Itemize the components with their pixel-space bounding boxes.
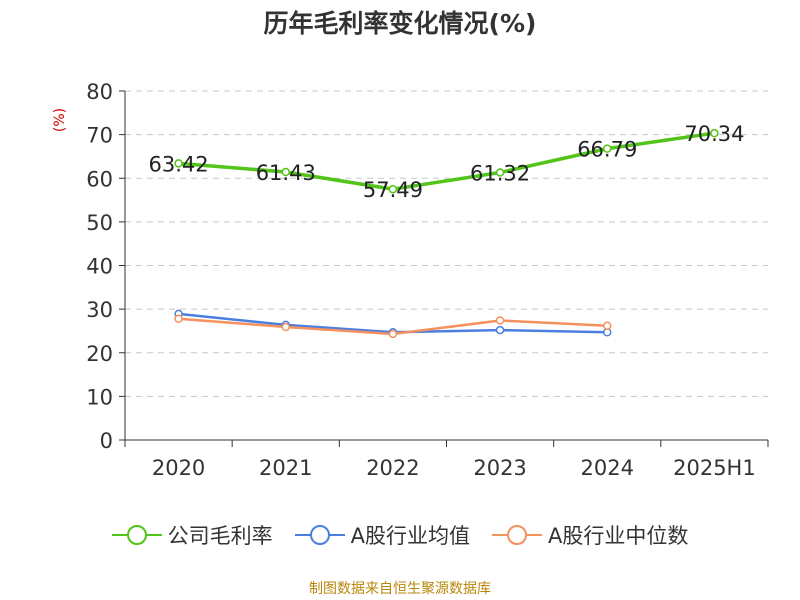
chart-title: 历年毛利率变化情况(%) bbox=[263, 9, 537, 38]
x-tick-label: 2023 bbox=[473, 456, 526, 480]
legend[interactable]: 公司毛利率 A股行业均值 A股行业中位数 bbox=[0, 520, 800, 550]
y-tick-label: 80 bbox=[86, 80, 113, 104]
legend-line-circle-icon bbox=[492, 525, 542, 545]
x-tick-label: 2022 bbox=[366, 456, 419, 480]
axes: 0 10 20 30 40 50 60 70 80 2020 2021 2022 2023 2024 202… bbox=[86, 80, 769, 480]
data-point bbox=[495, 168, 505, 177]
y-tick-label: 40 bbox=[86, 255, 113, 279]
data-label: 70.34 bbox=[684, 122, 744, 146]
data-point bbox=[495, 316, 505, 325]
data-point bbox=[710, 128, 719, 138]
data-point bbox=[174, 159, 183, 168]
data-label: 66.79 bbox=[577, 138, 637, 162]
x-tick-label: 2024 bbox=[581, 456, 634, 480]
y-tick-label: 60 bbox=[86, 167, 113, 191]
data-source-note: 制图数据来自恒生聚源数据库 bbox=[309, 581, 491, 597]
series-points bbox=[174, 128, 719, 339]
data-point bbox=[603, 144, 612, 153]
y-tick-label: 20 bbox=[86, 342, 113, 366]
legend-line-circle-icon bbox=[294, 525, 345, 545]
data-labels: 63.42 61.43 57.49 61.32 66.79 70.34 bbox=[149, 122, 745, 202]
x-tick-label: 2020 bbox=[152, 456, 205, 480]
legend-line-circle-icon bbox=[111, 525, 162, 545]
y-tick-label: 50 bbox=[86, 211, 113, 235]
y-tick-label: 30 bbox=[86, 298, 113, 322]
legend-label: 公司毛利率 bbox=[167, 524, 273, 548]
data-point bbox=[603, 321, 612, 330]
data-label: 57.49 bbox=[363, 178, 423, 202]
legend-item-company-margin[interactable]: 公司毛利率 bbox=[111, 520, 273, 550]
data-point bbox=[388, 184, 398, 194]
data-label: 61.43 bbox=[256, 161, 316, 185]
series-line bbox=[178, 131, 715, 191]
legend-item-industry-median[interactable]: A股行业中位数 bbox=[492, 520, 688, 550]
data-point bbox=[281, 167, 290, 177]
data-point bbox=[174, 314, 183, 323]
y-tick-label: 70 bbox=[86, 124, 113, 148]
legend-label: A股行业中位数 bbox=[548, 524, 689, 548]
data-label: 63.42 bbox=[149, 152, 209, 176]
y-tick-label: 0 bbox=[100, 429, 113, 453]
y-tick-label: 10 bbox=[86, 385, 113, 409]
data-label: 61.32 bbox=[470, 161, 530, 185]
data-point bbox=[281, 322, 290, 332]
legend-item-industry-average[interactable]: A股行业均值 bbox=[294, 520, 470, 550]
x-tick-label: 2025H1 bbox=[673, 456, 756, 480]
data-point bbox=[388, 329, 398, 339]
data-point bbox=[495, 325, 505, 335]
x-tick-label: 2021 bbox=[259, 456, 312, 480]
legend-label: A股行业均值 bbox=[350, 524, 470, 548]
gridlines bbox=[125, 90, 768, 397]
